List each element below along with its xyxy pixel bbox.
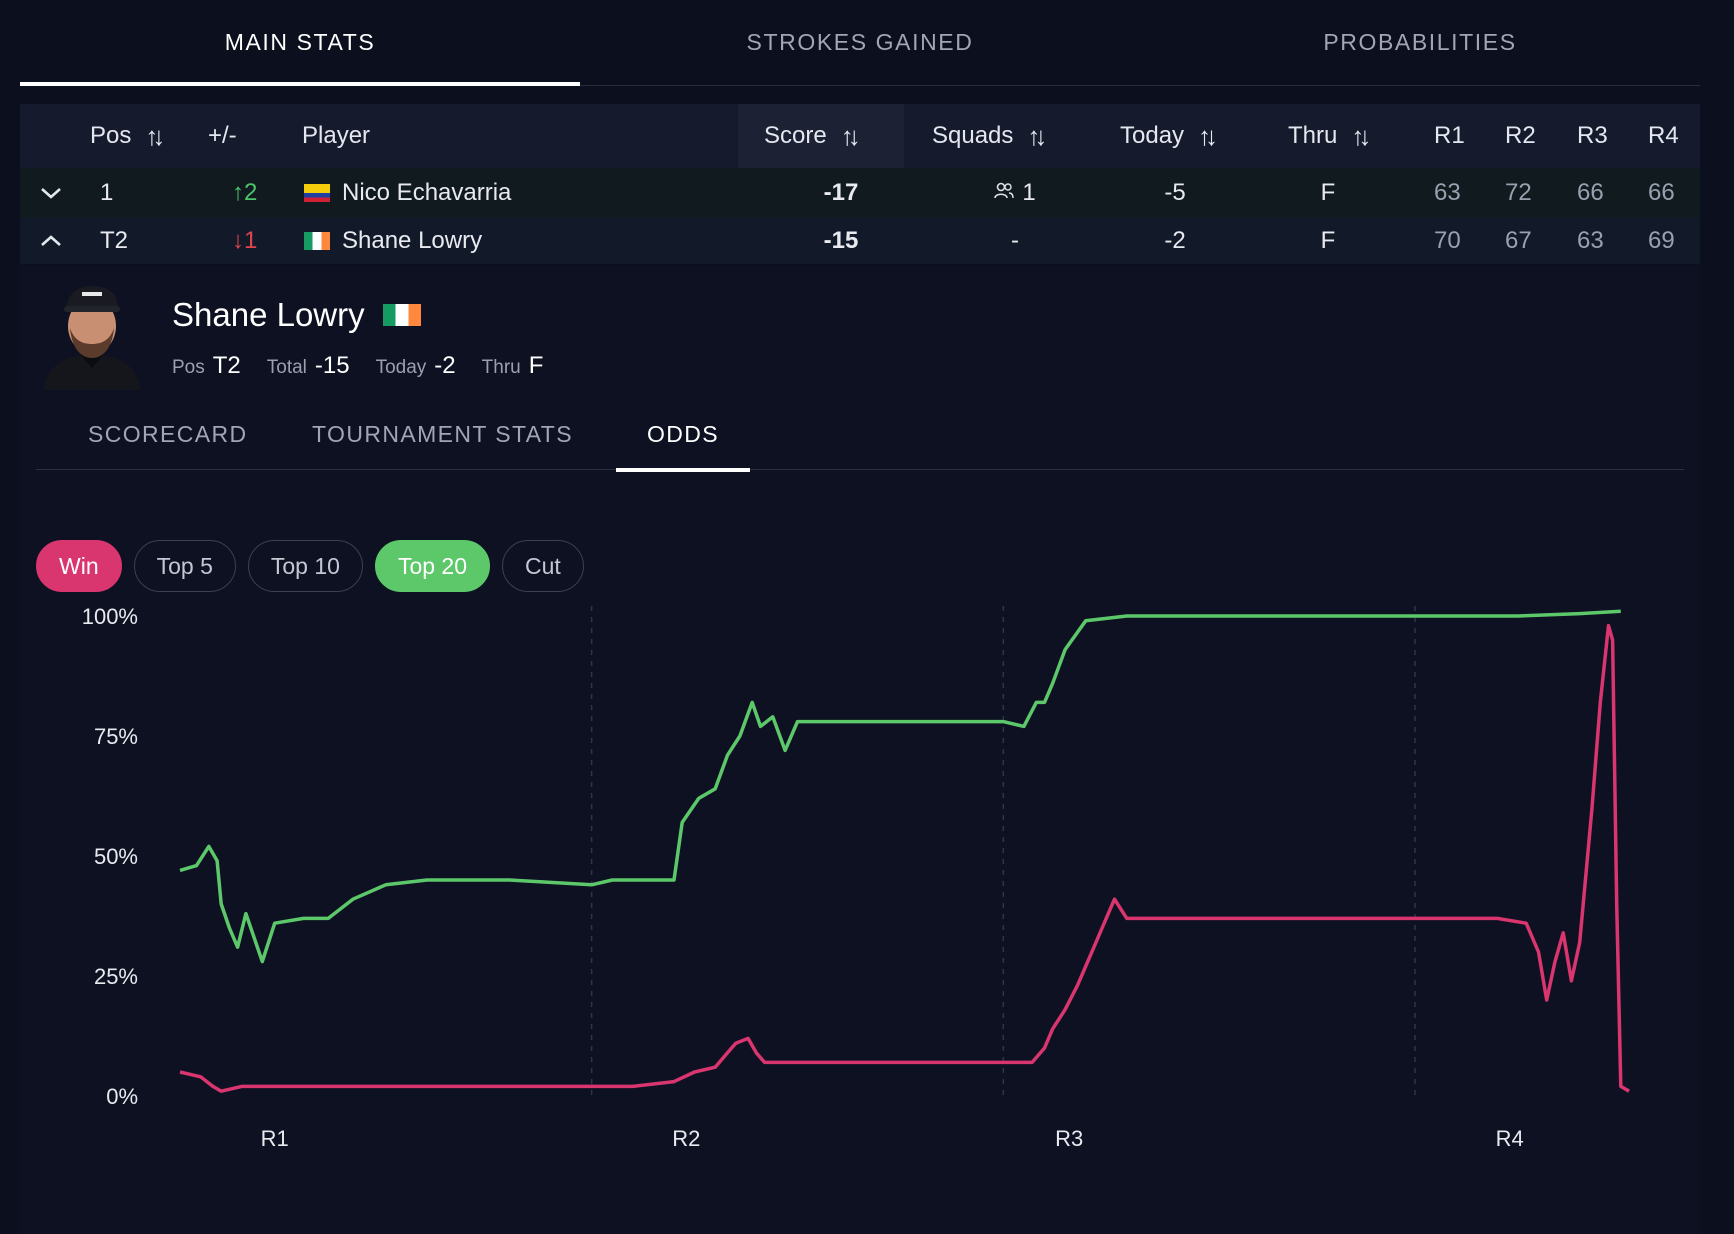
people-icon: [994, 182, 1015, 205]
row-squads-value: 1: [1022, 179, 1036, 206]
chevron-down-icon[interactable]: [40, 168, 62, 218]
cut-filter-button[interactable]: Cut: [502, 540, 584, 592]
tab-scorecard[interactable]: SCORECARD: [88, 420, 248, 447]
odds-chart-svg: 100% 75% 50% 25% 0% R1 R2 R3 R4: [82, 604, 1630, 1151]
row-pos: 1: [100, 179, 114, 206]
odds-market-filters: Win Top 5 Top 10 Top 20 Cut: [36, 540, 596, 592]
odds-chart: 100% 75% 50% 25% 0% R1 R2 R3 R4: [20, 600, 1700, 1234]
y-tick-label: 75%: [94, 724, 138, 749]
table-row[interactable]: 1 ↑2 Nico Echavarria -17 1 -5 F 63 72 66…: [20, 168, 1700, 218]
today-label: Today: [375, 357, 427, 378]
row-r2: 72: [1505, 179, 1532, 206]
y-tick-label: 0%: [106, 1084, 138, 1109]
row-r4: 66: [1648, 179, 1675, 206]
win-probability-line: [179, 623, 1630, 1093]
thru-header[interactable]: Thru ↑↓: [1288, 104, 1371, 168]
row-score: -15: [823, 227, 859, 254]
top20-filter-button[interactable]: Top 20: [374, 540, 491, 592]
thru-header-label: Thru: [1288, 122, 1338, 149]
sort-icon: ↑↓: [1027, 120, 1047, 151]
player-sub-tabs: SCORECARD TOURNAMENT STATS ODDS: [36, 398, 1684, 472]
player-name-heading: Shane Lowry: [172, 296, 421, 334]
pos-header[interactable]: Pos ↑↓: [90, 104, 165, 168]
total-value: -15: [314, 352, 350, 379]
r3-header: R3: [1577, 122, 1608, 149]
chevron-up-icon[interactable]: [40, 218, 62, 264]
row-move: ↓1: [232, 227, 258, 254]
sort-icon: ↑↓: [145, 120, 165, 151]
squads-header-label: Squads: [932, 122, 1014, 149]
table-row[interactable]: T2 ↓1 Shane Lowry -15 - -2 F 70 67 63 69: [20, 218, 1700, 264]
row-r3: 63: [1577, 227, 1604, 254]
squads-header[interactable]: Squads ↑↓: [932, 104, 1047, 168]
row-score: -17: [823, 179, 859, 206]
tab-main-stats[interactable]: MAIN STATS: [20, 0, 580, 86]
pos-header-label: Pos: [90, 122, 132, 149]
row-player[interactable]: Nico Echavarria: [304, 168, 511, 218]
row-player-name: Nico Echavarria: [342, 179, 512, 206]
table-header: Pos ↑↓ +/- Player Score ↑↓ Squads ↑↓ Today ↑…: [20, 104, 1700, 168]
today-value: -2: [434, 352, 456, 379]
player-summary-stats: Pos T2 Total -15 Today -2 Thru F: [172, 352, 569, 380]
x-tick-label: R4: [1496, 1126, 1524, 1151]
total-label: Total: [266, 357, 307, 378]
pos-value: T2: [212, 352, 241, 379]
sort-icon: ↑↓: [1198, 120, 1218, 151]
ireland-flag-icon: [382, 304, 421, 326]
pos-label: Pos: [172, 357, 205, 378]
row-squads: 1: [960, 168, 1070, 218]
colombia-flag-icon: [304, 184, 330, 202]
row-r4: 69: [1648, 227, 1675, 254]
top5-filter-button[interactable]: Top 5: [133, 540, 236, 592]
row-today: -2: [1164, 227, 1186, 254]
tab-probabilities[interactable]: PROBABILITIES: [1323, 29, 1517, 55]
row-squads: -: [1011, 227, 1019, 254]
player-header: Player: [302, 122, 371, 149]
y-tick-label: 25%: [94, 964, 138, 989]
r4-header: R4: [1648, 122, 1679, 149]
row-r2: 67: [1505, 227, 1532, 254]
today-header[interactable]: Today ↑↓: [1120, 104, 1218, 168]
x-tick-label: R1: [261, 1126, 289, 1151]
row-r3: 66: [1577, 179, 1604, 206]
leaderboard-table: Pos ↑↓ +/- Player Score ↑↓ Squads ↑↓ Today ↑…: [20, 104, 1700, 264]
score-header-label: Score: [764, 122, 827, 149]
move-header: +/-: [208, 122, 237, 149]
score-column-highlight: [738, 104, 904, 168]
score-header[interactable]: Score ↑↓: [764, 104, 861, 168]
row-r1: 70: [1434, 227, 1461, 254]
player-detail-panel: Shane Lowry Pos T2 Total -15 Today -2 Th…: [20, 266, 1700, 1234]
avatar: [36, 278, 148, 390]
row-r1: 63: [1434, 179, 1461, 206]
sort-icon: ↑↓: [840, 120, 861, 151]
r1-header: R1: [1434, 122, 1465, 149]
row-move: ↑2: [232, 179, 258, 206]
tab-odds[interactable]: ODDS: [616, 398, 750, 472]
x-tick-label: R3: [1055, 1126, 1083, 1151]
today-header-label: Today: [1120, 122, 1185, 149]
row-player-name: Shane Lowry: [342, 227, 483, 254]
top10-filter-button[interactable]: Top 10: [247, 540, 363, 592]
thru-label: Thru: [481, 357, 521, 378]
tab-strokes-gained[interactable]: STROKES GAINED: [746, 29, 974, 55]
x-tick-label: R2: [672, 1126, 700, 1151]
ireland-flag-icon: [304, 232, 330, 250]
player-name: Shane Lowry: [172, 296, 365, 333]
row-today: -5: [1164, 179, 1186, 206]
tab-tournament-stats[interactable]: TOURNAMENT STATS: [312, 420, 573, 447]
top20-probability-line: [179, 609, 1621, 964]
y-tick-label: 100%: [82, 604, 138, 629]
y-tick-label: 50%: [94, 844, 138, 869]
thru-value: F: [528, 352, 544, 379]
win-filter-button[interactable]: Win: [36, 540, 122, 592]
row-thru: F: [1320, 227, 1336, 254]
row-player[interactable]: Shane Lowry: [304, 218, 482, 264]
main-tabs: MAIN STATS STROKES GAINED PROBABILITIES: [20, 0, 1700, 86]
r2-header: R2: [1505, 122, 1536, 149]
sort-icon: ↑↓: [1351, 120, 1371, 151]
row-pos: T2: [100, 227, 129, 254]
row-thru: F: [1320, 179, 1336, 206]
